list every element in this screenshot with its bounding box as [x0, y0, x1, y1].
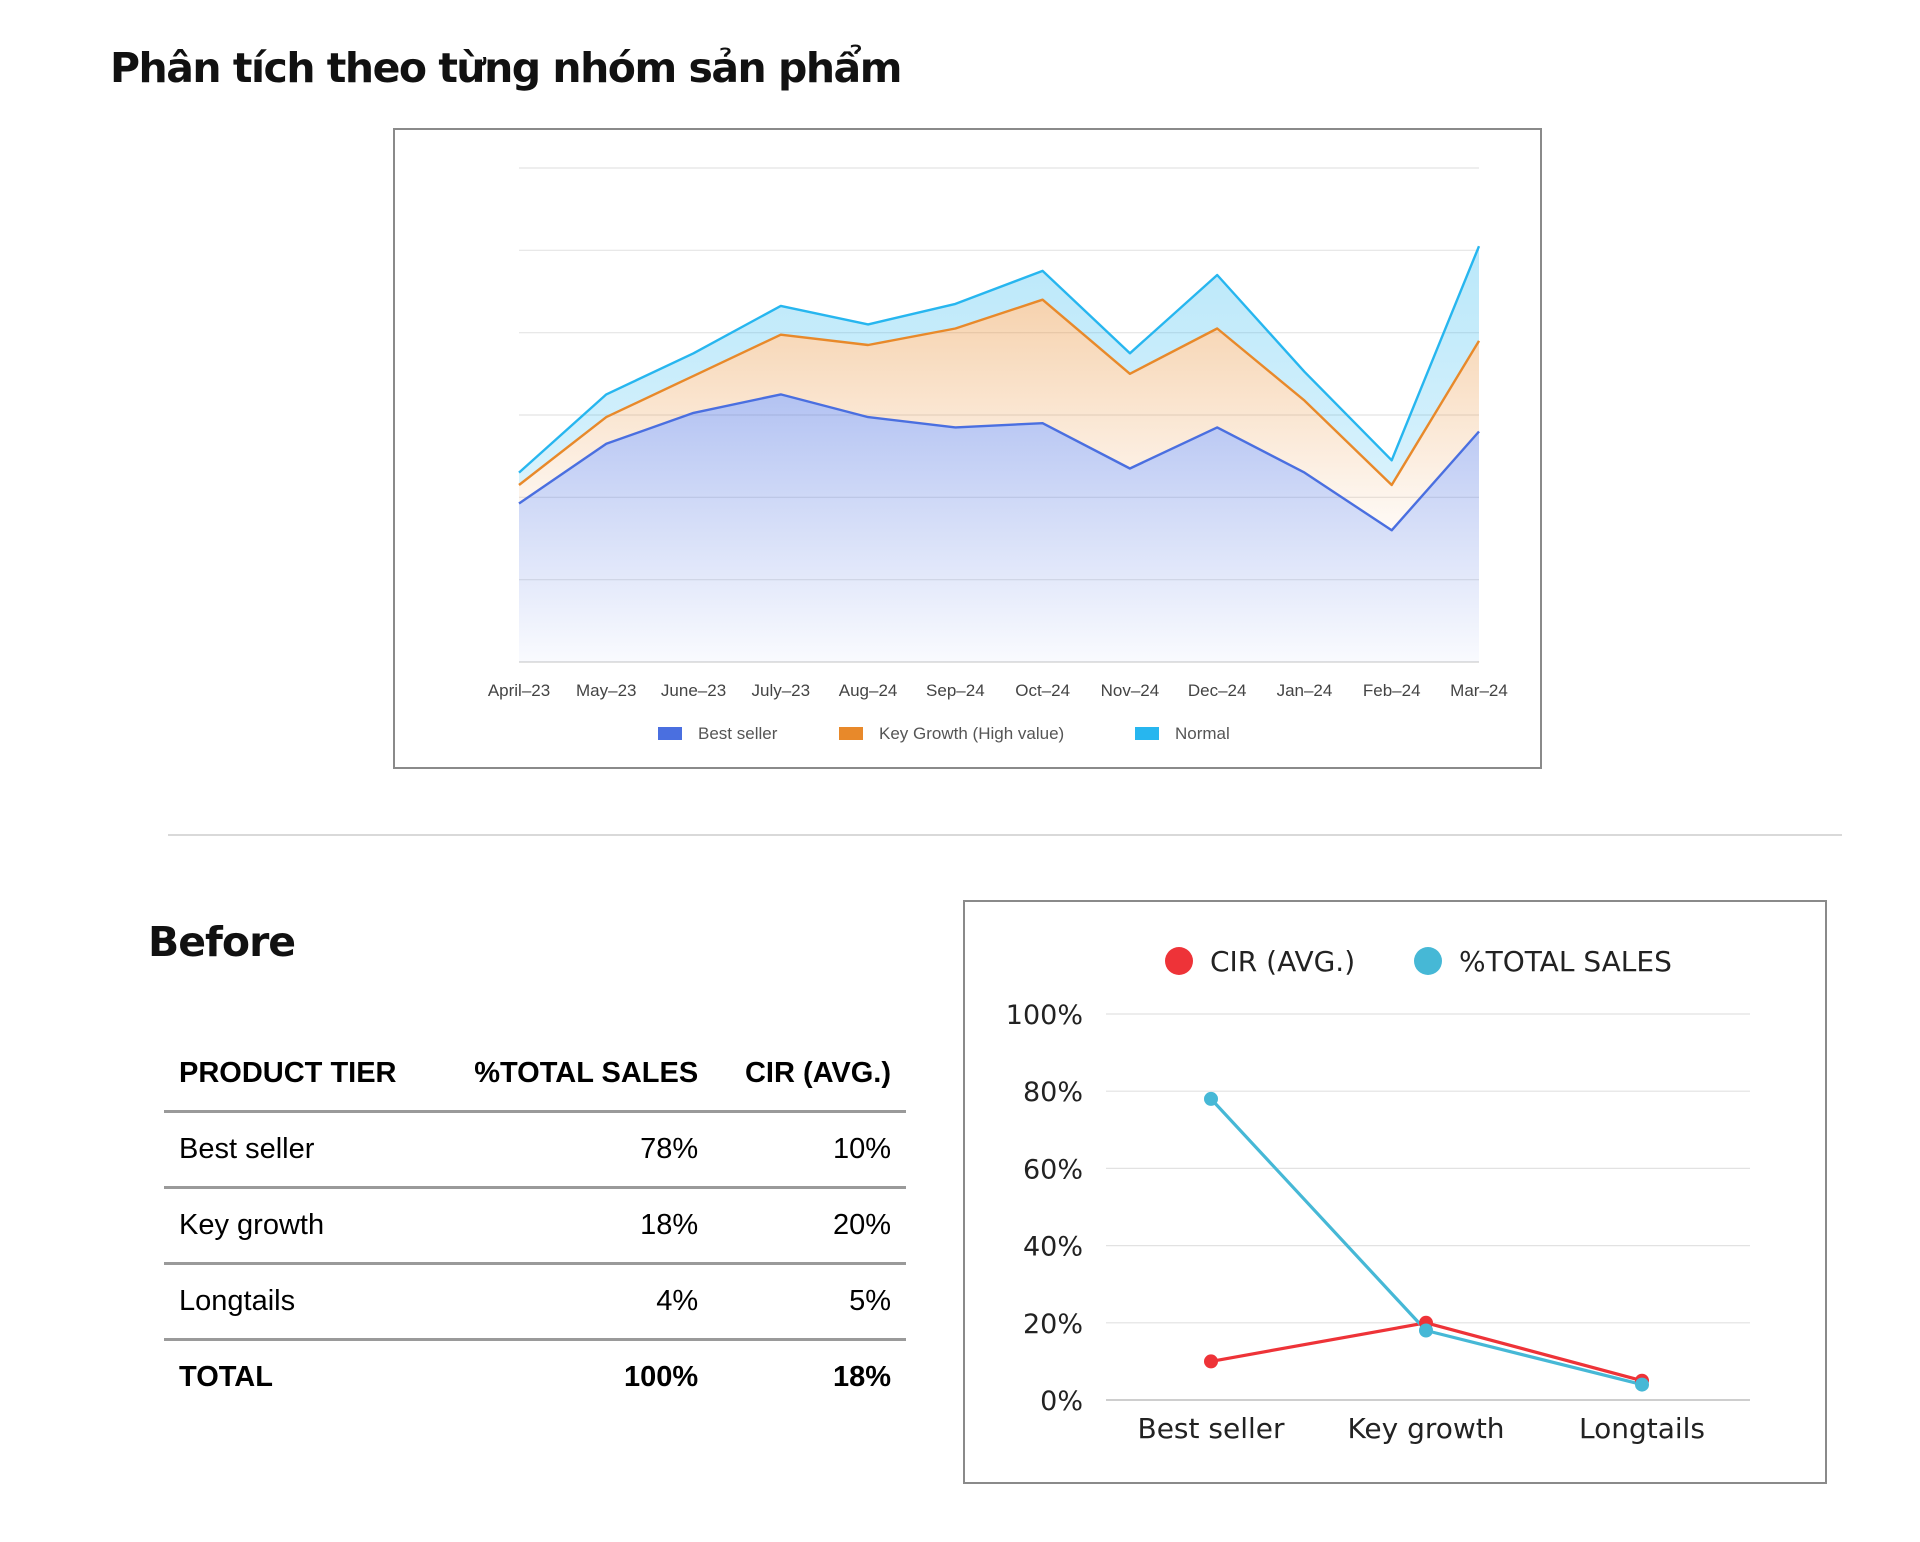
tier-name: Key growth	[164, 1187, 436, 1265]
legend-swatch	[839, 727, 863, 740]
header-cir: CIR (AVG.)	[713, 1036, 906, 1113]
y-tick-label: 40%	[1023, 1232, 1083, 1263]
total-sales-sum: 100%	[624, 1361, 699, 1393]
header-product-tier: PRODUCT TIER	[164, 1036, 436, 1113]
cir-vs-sales-line-chart: 0% 20% 40% 60% 80% 100% Best seller Key growth L…	[963, 900, 1827, 1484]
stacked-area-chart-svg: April–23 May–23 June–23 July–23 Aug–24 Sep–24…	[488, 167, 1508, 743]
total-label: TOTAL	[179, 1361, 273, 1393]
legend-label: CIR (AVG.)	[1210, 945, 1355, 978]
table-total-row: TOTAL 100% 18%	[164, 1340, 906, 1415]
y-tick-label: 60%	[1023, 1154, 1083, 1185]
tier-total-sales: 4%	[435, 1263, 714, 1341]
y-tick-label: 0%	[1040, 1386, 1083, 1417]
area-fill-1	[519, 394, 1479, 662]
table-row: Key growth 18% 20%	[164, 1187, 906, 1265]
x-tick-label: May–23	[576, 681, 636, 700]
x-tick-label: Dec–24	[1188, 681, 1247, 700]
before-label: Before	[148, 918, 296, 966]
tier-cir: 5%	[713, 1263, 906, 1341]
x-tick-label: April–23	[488, 681, 550, 700]
x-tick-label: Sep–24	[926, 681, 985, 700]
area-line-2	[518, 298, 1481, 487]
tier-name: Best seller	[164, 1111, 436, 1189]
tier-cir: 10%	[713, 1111, 906, 1189]
data-point	[1635, 1377, 1649, 1392]
y-tick-label: 20%	[1023, 1309, 1083, 1340]
tier-cir: 20%	[713, 1187, 906, 1265]
data-point	[1419, 1323, 1433, 1338]
legend-label: Best seller	[698, 724, 778, 743]
y-tick-label: 80%	[1023, 1077, 1083, 1108]
stacked-area-chart: April–23 May–23 June–23 July–23 Aug–24 Sep–24…	[393, 128, 1542, 769]
table-row: Best seller 78% 10%	[164, 1111, 906, 1189]
total-cir: 18%	[832, 1361, 891, 1393]
area-fill-3	[519, 246, 1479, 485]
area-line-1	[518, 393, 1480, 532]
x-tick-label: Oct–24	[1015, 681, 1070, 700]
x-tick-label: Aug–24	[839, 681, 898, 700]
area-fill-2	[519, 299, 1479, 531]
page-title: Phân tích theo từng nhóm sản phẩm	[110, 44, 902, 92]
data-point	[1204, 1091, 1218, 1106]
tier-name: Longtails	[164, 1263, 436, 1341]
x-tick-label: Feb–24	[1363, 681, 1421, 700]
x-tick-label: Key growth	[1347, 1412, 1504, 1445]
legend-label: Key Growth (High value)	[879, 724, 1064, 743]
x-tick-label: Longtails	[1579, 1412, 1705, 1445]
y-tick-label: 100%	[1006, 1000, 1083, 1031]
product-tier-table: PRODUCT TIER %TOTAL SALES CIR (AVG.) Bes…	[164, 1036, 906, 1414]
line-chart-svg: 0% 20% 40% 60% 80% 100% Best seller Key growth L…	[1006, 945, 1750, 1445]
legend-label: %TOTAL SALES	[1459, 945, 1672, 978]
x-tick-label: Jan–24	[1277, 681, 1333, 700]
x-tick-label: Mar–24	[1450, 681, 1508, 700]
table-row: Longtails 4% 5%	[164, 1263, 906, 1341]
legend-swatch	[658, 727, 682, 740]
x-tick-label: Nov–24	[1101, 681, 1160, 700]
header-total-sales: %TOTAL SALES	[435, 1036, 714, 1113]
legend-marker	[1165, 947, 1193, 975]
legend-label: Normal	[1175, 724, 1230, 743]
tier-total-sales: 18%	[435, 1187, 714, 1265]
series-line-2	[1209, 1097, 1643, 1387]
legend-swatch	[1135, 727, 1159, 740]
data-point	[1204, 1354, 1218, 1369]
table-header-row: PRODUCT TIER %TOTAL SALES CIR (AVG.)	[164, 1036, 906, 1113]
x-tick-label: Best seller	[1137, 1412, 1285, 1445]
section-divider	[168, 834, 1842, 836]
x-tick-label: July–23	[752, 681, 811, 700]
tier-total-sales: 78%	[435, 1111, 714, 1189]
legend-marker	[1414, 947, 1442, 975]
x-tick-label: June–23	[661, 681, 726, 700]
area-line-3	[518, 245, 1481, 474]
